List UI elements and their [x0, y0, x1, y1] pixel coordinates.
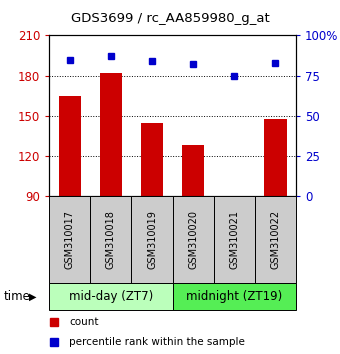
Bar: [172, 196, 214, 283]
Bar: [49, 283, 172, 310]
Text: count: count: [69, 317, 99, 327]
Text: GDS3699 / rc_AA859980_g_at: GDS3699 / rc_AA859980_g_at: [71, 12, 269, 25]
Text: GSM310017: GSM310017: [65, 210, 75, 269]
Bar: [141, 122, 163, 196]
Text: GSM310018: GSM310018: [106, 210, 116, 269]
Bar: [58, 96, 81, 196]
Text: percentile rank within the sample: percentile rank within the sample: [69, 337, 245, 347]
Text: mid-day (ZT7): mid-day (ZT7): [69, 290, 153, 303]
Bar: [255, 196, 296, 283]
Bar: [214, 196, 255, 283]
Text: midnight (ZT19): midnight (ZT19): [186, 290, 282, 303]
Text: GSM310022: GSM310022: [270, 210, 280, 269]
Text: ▶: ▶: [29, 291, 36, 302]
Text: GSM310020: GSM310020: [188, 210, 198, 269]
Text: time: time: [3, 290, 30, 303]
Bar: [182, 145, 204, 196]
Bar: [132, 196, 173, 283]
Text: GSM310019: GSM310019: [147, 210, 157, 269]
Bar: [90, 196, 132, 283]
Bar: [49, 196, 90, 283]
Bar: [172, 283, 296, 310]
Bar: [100, 73, 122, 196]
Text: GSM310021: GSM310021: [229, 210, 239, 269]
Bar: [264, 119, 287, 196]
